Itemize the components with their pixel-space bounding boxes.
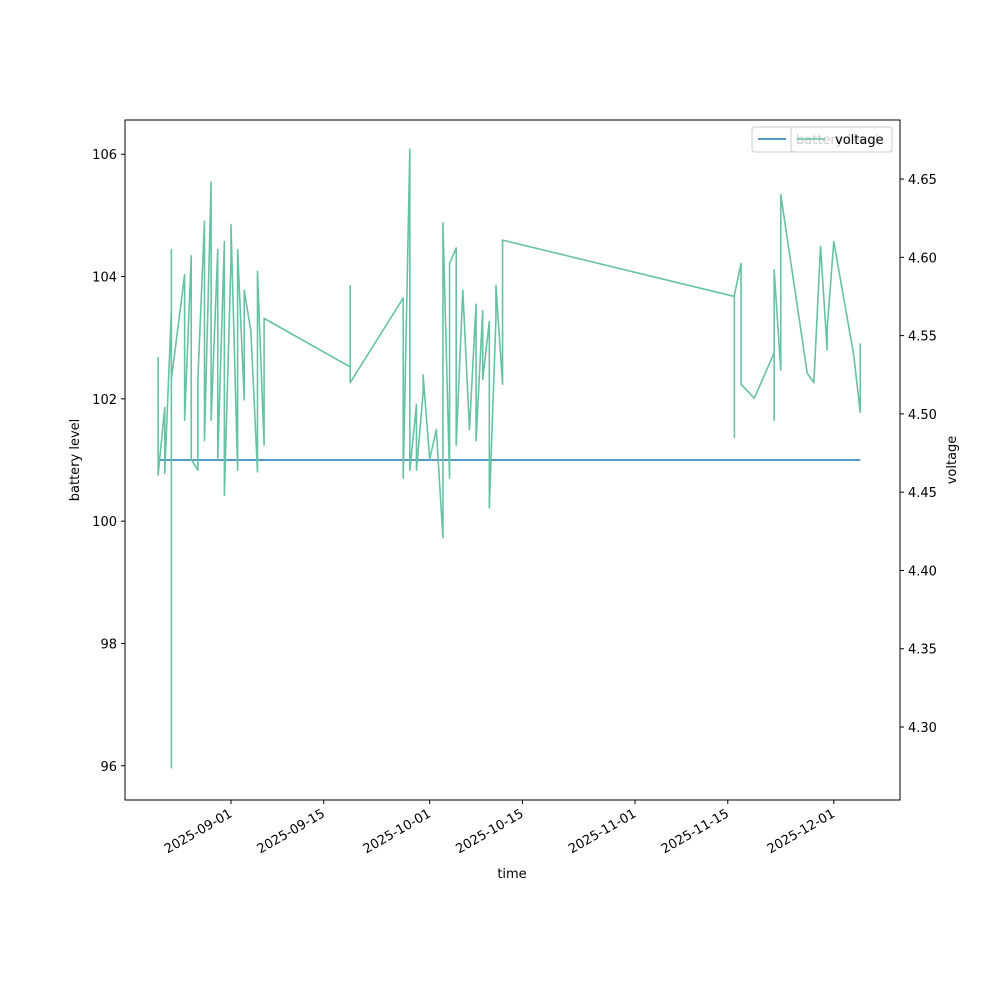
legend-label: voltage <box>835 133 884 148</box>
series-line <box>157 148 862 769</box>
y2-axis-label: voltage <box>945 436 960 485</box>
x-axis-label: time <box>497 867 526 882</box>
y-axis-label: battery level <box>68 419 83 502</box>
y-tick-label: 106 <box>92 148 117 163</box>
y-tick-label: 98 <box>100 637 117 652</box>
y-tick-label: 104 <box>92 271 117 286</box>
y2-tick-label: 4.60 <box>908 251 937 266</box>
y2-tick-label: 4.50 <box>908 408 937 423</box>
y-tick-label: 100 <box>92 515 117 530</box>
y2-tick-label: 4.35 <box>908 643 937 658</box>
y2-tick-label: 4.55 <box>908 330 937 345</box>
y-tick-label: 102 <box>92 393 117 408</box>
y2-tick-label: 4.65 <box>908 173 937 188</box>
y2-tick-label: 4.30 <box>908 721 937 736</box>
plot-frame <box>124 119 901 801</box>
y2-tick-label: 4.40 <box>908 564 937 579</box>
y-tick-label: 96 <box>100 760 117 775</box>
y2-tick-label: 4.45 <box>908 486 937 501</box>
legend: voltage <box>790 126 893 153</box>
legend-box <box>790 126 893 153</box>
